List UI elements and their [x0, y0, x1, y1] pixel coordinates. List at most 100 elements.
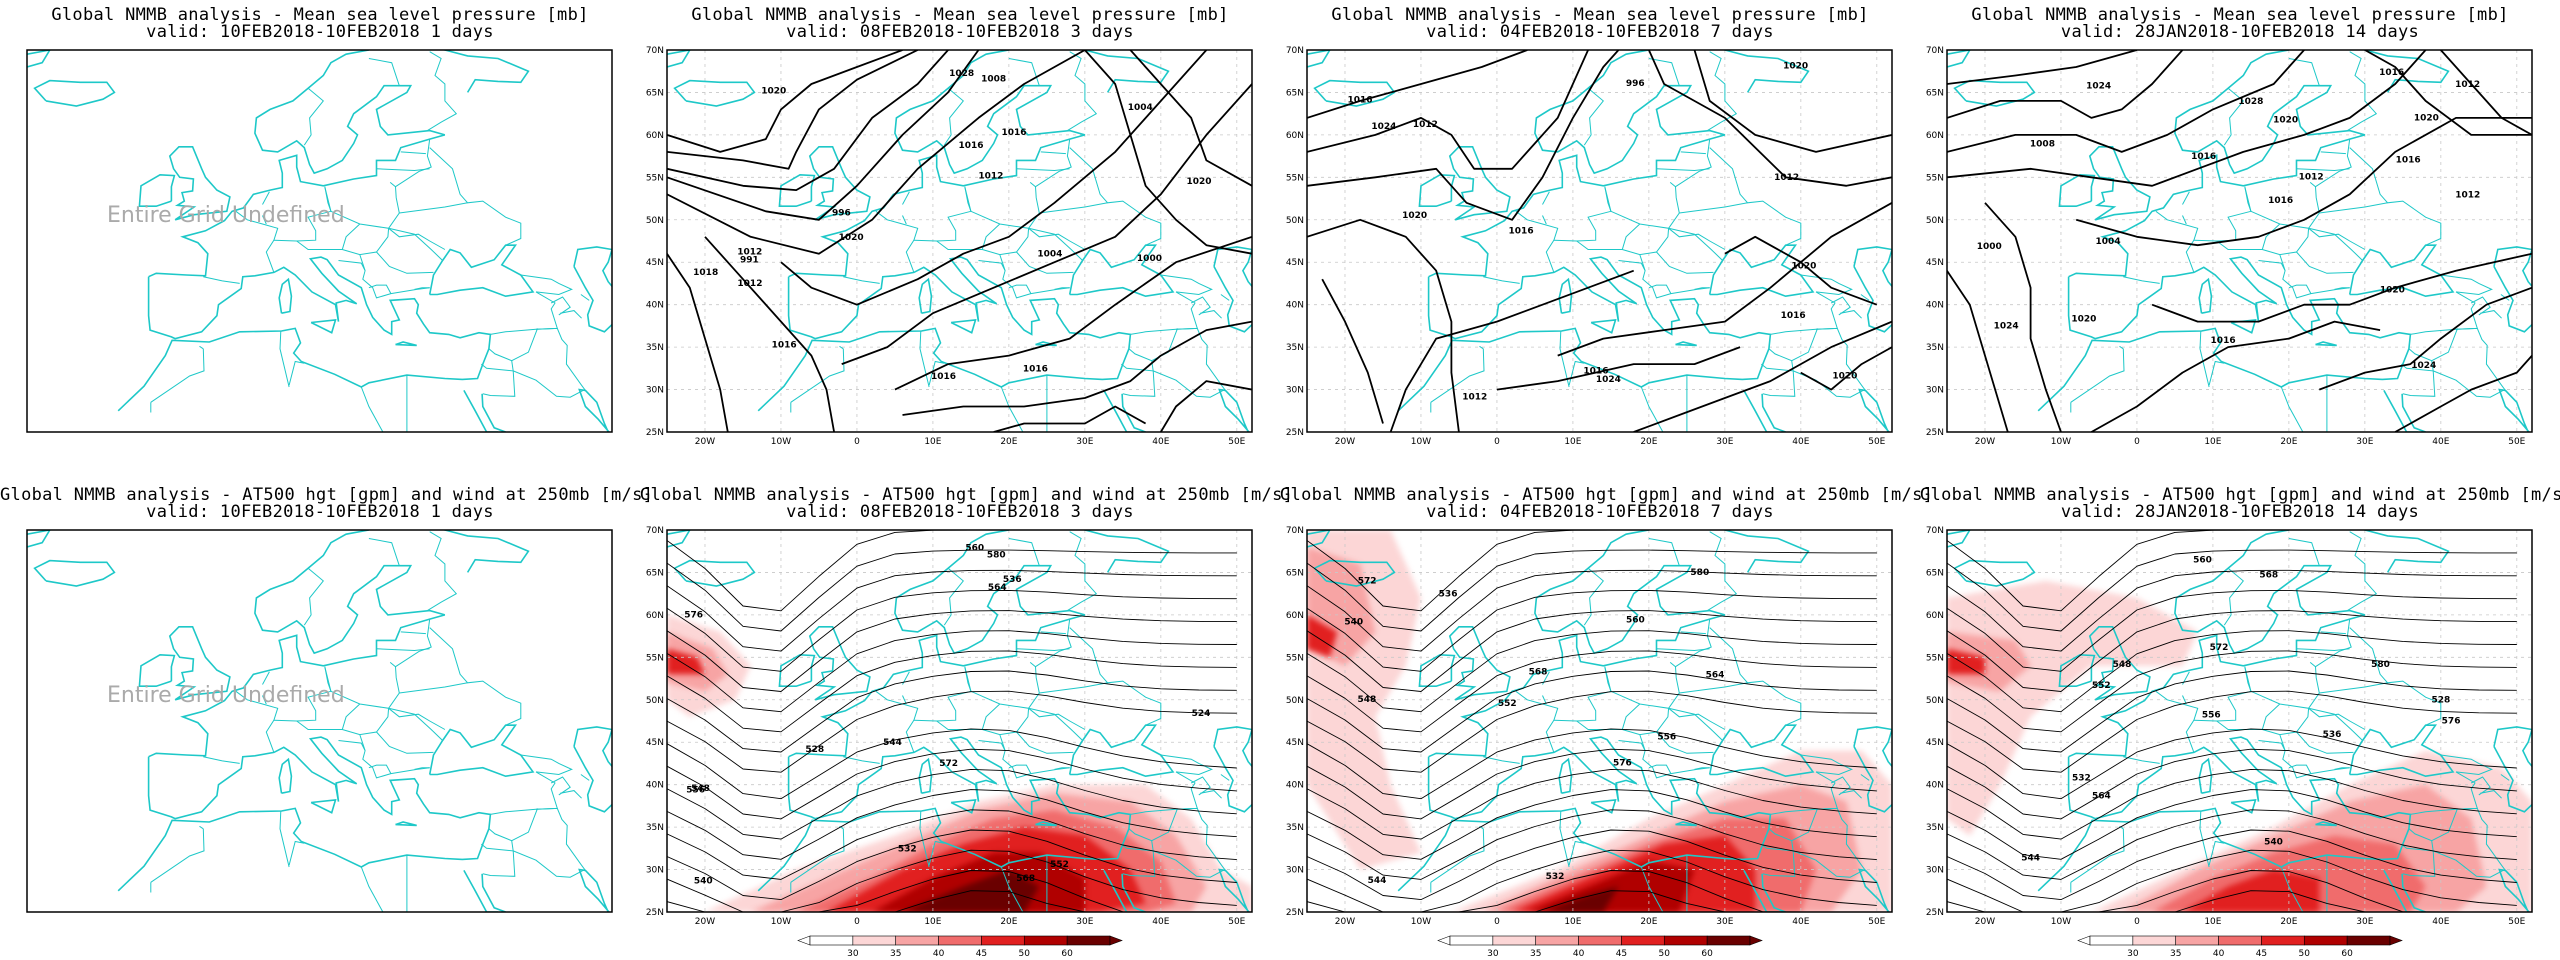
- coastline: [2315, 341, 2337, 347]
- geopotential-contour: [1947, 728, 2517, 800]
- coastline: [463, 870, 498, 912]
- country-border: [342, 228, 390, 256]
- geopotential-contour: [667, 829, 1237, 901]
- country-border: [999, 734, 1070, 779]
- coastline: [1218, 868, 1250, 912]
- coastline: [148, 614, 446, 758]
- colorbar-swatch: [1449, 935, 1494, 946]
- country-border: [2182, 695, 2187, 705]
- coastline: [1953, 559, 2036, 587]
- country-border: [1800, 754, 1853, 776]
- country-border: [2308, 227, 2366, 250]
- coastline: [117, 736, 492, 892]
- isobar: [667, 50, 949, 192]
- country-border: [376, 168, 430, 172]
- isobar: [2440, 50, 2532, 136]
- lon-tick-label: 20W: [695, 917, 715, 927]
- coastline: [278, 757, 293, 794]
- coastline: [2383, 870, 2418, 912]
- country-border: [1515, 690, 1559, 753]
- country-border: [388, 227, 446, 250]
- country-border: [2223, 87, 2244, 146]
- country-border: [199, 345, 204, 350]
- country-border: [1220, 774, 1230, 781]
- country-border: [395, 139, 432, 188]
- contour-label: 572: [2210, 643, 2229, 653]
- country-border: [1200, 310, 1222, 319]
- country-border: [1028, 707, 1086, 730]
- country-border: [2258, 260, 2286, 271]
- country-border: [288, 360, 305, 386]
- country-border: [1679, 202, 1748, 214]
- coastline: [1675, 821, 1697, 827]
- country-border: [1760, 363, 1796, 397]
- lat-tick-label: 25N: [646, 428, 664, 438]
- wind-colorbar: 30 35 40 45 50 60: [797, 935, 1123, 959]
- country-border: [1016, 731, 1074, 754]
- lat-tick-label: 40N: [1286, 301, 1304, 311]
- country-border: [2123, 756, 2160, 764]
- coastline: [2401, 873, 2426, 912]
- lat-tick-label: 60N: [1926, 611, 1944, 621]
- coastline: [1708, 724, 1815, 778]
- isobar: [841, 83, 1252, 365]
- isobar: [1307, 50, 1589, 170]
- country-border: [1709, 627, 1802, 726]
- lon-tick-label: 10E: [924, 437, 941, 447]
- geopotential-contour: [667, 728, 1237, 800]
- geopotential-contour: [1307, 849, 1877, 912]
- contour-label: 1020: [2071, 315, 2096, 325]
- wind-shading-2: [1307, 614, 1338, 658]
- geopotential-contour: [1947, 849, 2517, 912]
- country-border: [203, 276, 240, 284]
- lat-tick-label: 50N: [1926, 696, 1944, 706]
- contour-label: 1004: [1037, 250, 1062, 260]
- contour-label: 1016: [931, 372, 956, 382]
- contour-label: 1012: [1413, 120, 1438, 130]
- coastline: [1121, 393, 1146, 432]
- lon-tick-label: 10W: [771, 437, 791, 447]
- lat-tick-label: 35N: [1926, 823, 1944, 833]
- contour-label: 556: [2202, 710, 2221, 720]
- contour-label: 1028: [949, 69, 974, 79]
- isobar: [1800, 346, 1892, 391]
- country-border: [395, 619, 432, 668]
- lon-tick-label: 40E: [2432, 917, 2449, 927]
- country-border: [2440, 754, 2493, 776]
- lat-tick-label: 40N: [646, 301, 664, 311]
- country-border: [1559, 810, 1570, 868]
- country-border: [1668, 227, 1723, 261]
- coastline: [950, 798, 977, 814]
- contour-label: 1012: [978, 172, 1003, 182]
- coastline: [894, 50, 1086, 175]
- lat-tick-label: 65N: [646, 88, 664, 98]
- country-border: [1830, 776, 1851, 796]
- country-border: [2296, 168, 2350, 172]
- country-border: [902, 695, 907, 705]
- country-border: [1648, 284, 1672, 294]
- country-border: [1430, 828, 1485, 883]
- coastline: [27, 50, 51, 68]
- contour-label: 552: [2092, 681, 2111, 691]
- country-border: [1604, 662, 1680, 709]
- colorbar-swatch: [1621, 935, 1665, 946]
- contour-label: 560: [1626, 615, 1645, 625]
- country-border: [520, 274, 573, 296]
- country-border: [427, 531, 458, 612]
- country-border: [2280, 866, 2304, 912]
- country-border: [1160, 754, 1213, 776]
- coastline: [2037, 736, 2412, 892]
- country-border: [1008, 284, 1032, 294]
- map-frame: [666, 49, 1253, 433]
- country-border: [279, 810, 290, 868]
- wind-shading-2: [667, 648, 705, 675]
- contour-label: 556: [686, 786, 705, 796]
- country-border: [2258, 740, 2286, 751]
- colorbar-swatch: [852, 935, 897, 946]
- lon-tick-label: 50E: [1228, 437, 1245, 447]
- country-border: [1542, 191, 1550, 205]
- lon-tick-label: 20W: [1335, 437, 1355, 447]
- geopotential-contour: [1947, 569, 2517, 652]
- country-border: [235, 690, 279, 753]
- contour-label: 1020: [1402, 211, 1427, 221]
